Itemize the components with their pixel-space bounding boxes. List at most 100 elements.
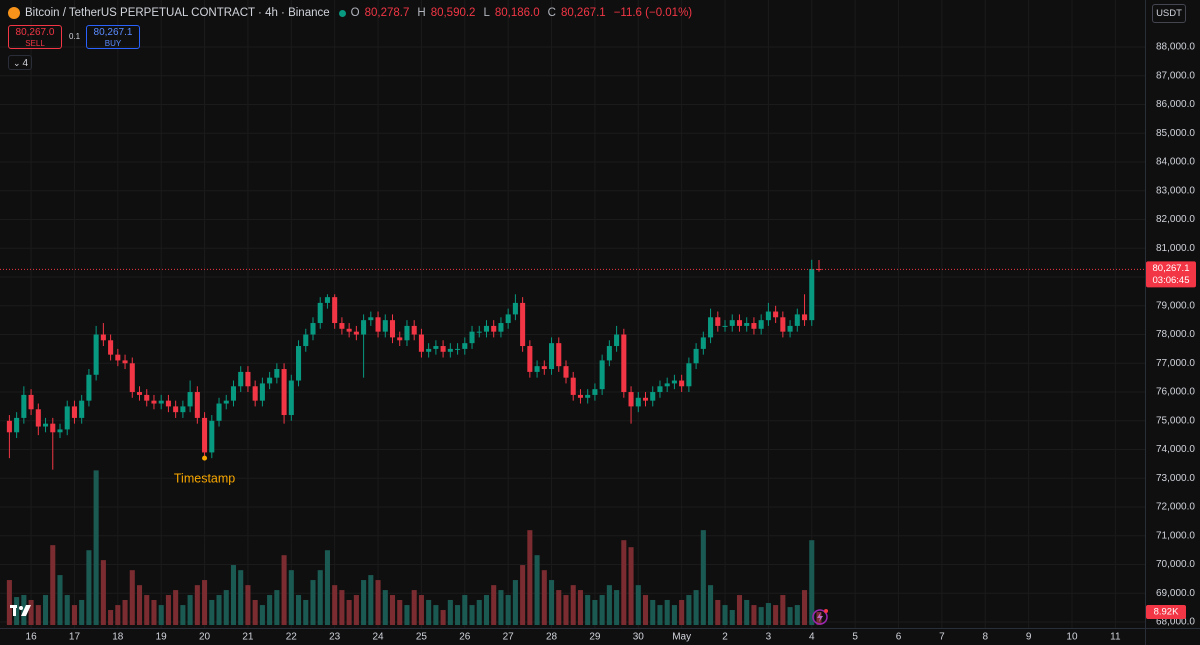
ohlc-value: 80,278.7: [364, 7, 410, 19]
volume-bar: [375, 580, 381, 625]
volume-bar: [592, 599, 598, 625]
candle-body: [585, 394, 591, 398]
candle-body: [216, 403, 222, 421]
volume-bar: [209, 599, 215, 625]
volume-bar: [483, 595, 490, 625]
candle-body: [765, 311, 771, 321]
volume-bar: [115, 605, 121, 625]
candle-body: [527, 346, 533, 372]
x-tick-label: 24: [372, 632, 384, 643]
candle-body: [729, 320, 735, 326]
candle-body: [144, 394, 150, 401]
volume-bar: [252, 599, 258, 625]
candle-body: [751, 323, 757, 329]
volume-bar: [389, 595, 396, 625]
ohlc-value: 80,267.1: [560, 7, 606, 19]
candle-body: [505, 314, 511, 324]
candles: [6, 259, 822, 470]
x-tick-label: 2: [722, 632, 728, 643]
volume-bar: [621, 540, 627, 625]
currency-select[interactable]: USDT: [1152, 4, 1186, 23]
volume-bar: [498, 590, 504, 625]
volume-bar: [108, 610, 114, 625]
candle-body: [129, 363, 135, 393]
volume-bar: [50, 545, 56, 625]
volume-bar: [57, 575, 63, 625]
candle-body: [512, 302, 518, 315]
volume-bar: [158, 605, 164, 625]
volume-bar: [397, 599, 403, 625]
volume-bar: [14, 597, 20, 625]
candle-body: [389, 320, 396, 338]
candle-body: [245, 371, 251, 387]
volume-bar: [469, 605, 475, 625]
candle-body: [679, 380, 685, 387]
candle-body: [194, 392, 200, 418]
x-tick-label: 27: [503, 632, 515, 643]
volume-bar: [802, 590, 808, 625]
spread: 0.1: [69, 32, 81, 41]
candle-body: [187, 392, 193, 407]
volume-bar: [693, 590, 699, 625]
candle-body: [202, 417, 208, 453]
volume-bar: [93, 470, 99, 625]
candle-body: [404, 325, 410, 341]
x-tick-label: 16: [26, 632, 38, 643]
volume-bar: [317, 570, 323, 625]
ohlc-value: 80,186.0: [494, 7, 540, 19]
candle-body: [21, 394, 27, 418]
volume-bar: [585, 595, 591, 625]
candle-body: [382, 320, 388, 332]
volume-bar: [715, 599, 721, 625]
candle-body: [621, 334, 627, 393]
candle-body: [433, 346, 439, 349]
x-tick-label: 26: [459, 632, 471, 643]
candle-body: [816, 269, 822, 271]
volume-bar: [664, 599, 670, 625]
y-tick-label: 71,000.0: [1156, 530, 1195, 541]
candle-body: [614, 334, 620, 347]
volume-bar: [267, 595, 273, 625]
volume-bar: [440, 610, 446, 625]
volume-bar: [809, 540, 815, 625]
candle-body: [303, 334, 309, 347]
indicators-toggle[interactable]: ⌄ 4: [8, 55, 32, 70]
volume-bar: [187, 595, 193, 625]
candle-body: [440, 346, 446, 352]
volume-bar: [100, 560, 106, 625]
candle-body: [628, 392, 634, 407]
x-tick-label: 23: [329, 632, 341, 643]
candle-body: [136, 392, 143, 395]
buy-button[interactable]: 80,267.1 BUY: [86, 25, 140, 49]
ohlc-letter: O: [350, 7, 360, 19]
candle-body: [288, 380, 294, 416]
volume-bar: [505, 595, 511, 625]
candle-body: [375, 317, 381, 332]
ohlc-letter: C: [547, 7, 556, 19]
x-tick-label: 10: [1066, 632, 1078, 643]
candle-body: [491, 325, 497, 332]
candle-body: [86, 374, 92, 401]
volume-bar: [324, 550, 330, 625]
change: −11.6 (−0.01%): [613, 7, 693, 19]
y-tick-label: 88,000.0: [1156, 42, 1195, 53]
volume-bar: [223, 590, 229, 625]
volume-bar: [816, 612, 822, 625]
volume-bar: [238, 570, 244, 625]
candle-body: [361, 320, 367, 335]
candle-body: [230, 386, 237, 401]
y-tick-label: 77,000.0: [1156, 358, 1195, 369]
volume-bar: [382, 590, 388, 625]
x-tick-label: May: [672, 632, 691, 643]
candle-body: [64, 406, 70, 430]
ohlc-letter: H: [417, 7, 426, 19]
y-tick-label: 72,000.0: [1156, 502, 1195, 513]
sell-button[interactable]: 80,267.0 SELL: [8, 25, 62, 49]
volume-bar: [28, 599, 34, 625]
y-tick-label: 83,000.0: [1156, 185, 1195, 196]
candle-body: [686, 363, 692, 387]
volume-bar: [570, 585, 576, 625]
volume-bar: [411, 590, 417, 625]
volume-bar: [43, 595, 49, 625]
